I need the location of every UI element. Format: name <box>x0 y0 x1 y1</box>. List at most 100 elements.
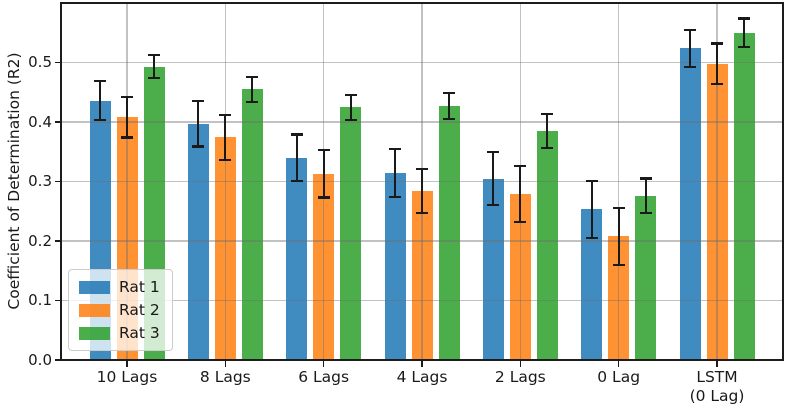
legend-item-rat3: Rat 3 <box>79 325 160 341</box>
error-bar <box>125 97 129 138</box>
x-tick-mark <box>716 361 718 367</box>
error-bar-cap <box>639 177 652 180</box>
y-tick-label: 0.0 <box>28 350 52 369</box>
error-bar <box>519 166 522 222</box>
y-axis-label: Coefficient of Determination (R2) <box>5 52 23 310</box>
error-bar-cap <box>94 119 106 122</box>
bar-rat1-2 <box>187 123 209 360</box>
x-tick-label-6: 0 Lag <box>597 368 641 386</box>
x-tick-label-7: LSTM (0 Lag) <box>689 368 745 405</box>
x-tick-mark <box>519 361 522 367</box>
bar-rat1-6 <box>581 209 603 360</box>
error-bar-cap <box>389 148 401 151</box>
y-tick-mark <box>55 359 61 361</box>
bar-rat2-5 <box>509 194 531 360</box>
error-bar-cap <box>487 151 500 154</box>
error-bar <box>197 101 200 147</box>
y-tick-label: 0.3 <box>28 172 52 190</box>
bar-rat1-7 <box>679 48 701 360</box>
error-bar-cap <box>219 159 232 162</box>
error-bar-cap <box>219 113 232 116</box>
bar-rat3-6 <box>635 195 657 360</box>
error-bars-layer <box>61 3 783 360</box>
legend: Rat 1 Rat 2 Rat 3 <box>68 269 173 351</box>
error-bar-cap <box>487 203 500 206</box>
error-bar-cap <box>121 95 133 99</box>
error-bar-cap <box>148 54 160 57</box>
gridline-horizontal <box>61 240 783 242</box>
error-bar-cap <box>290 179 303 183</box>
error-bar-cap <box>585 179 598 183</box>
legend-label: Rat 2 <box>119 301 160 319</box>
error-bar <box>224 114 227 161</box>
y-tick-label: 0.2 <box>28 231 52 250</box>
error-bar <box>447 92 451 120</box>
x-tick-label-4: 4 Lags <box>396 368 448 386</box>
error-bar-cap <box>94 79 106 83</box>
bar-rat3-7 <box>733 32 755 360</box>
error-bar-cap <box>317 148 330 152</box>
error-bar-cap <box>711 82 723 86</box>
y-tick-mark <box>55 180 61 183</box>
error-bar-cap <box>246 75 259 78</box>
bar-rat1-4 <box>384 173 406 360</box>
bar-rat2-3 <box>313 173 335 360</box>
error-bar <box>590 180 593 239</box>
error-bar-cap <box>541 113 554 116</box>
error-bar-cap <box>121 136 133 139</box>
error-bar-cap <box>738 45 750 49</box>
error-bar <box>420 169 424 214</box>
x-tick-mark <box>224 361 227 367</box>
error-bar-cap <box>344 118 357 121</box>
gridline-horizontal <box>61 61 783 64</box>
x-tick-label-3: 6 Lags <box>298 368 350 386</box>
y-tick-label: 0.5 <box>28 53 52 71</box>
error-bar <box>617 207 620 265</box>
x-tick-label-2: 8 Lags <box>199 368 251 386</box>
error-bar-cap <box>317 196 330 199</box>
error-bar-cap <box>192 145 205 148</box>
error-bar-cap <box>684 28 696 31</box>
gridline-vertical <box>617 3 620 360</box>
error-bar-cap <box>192 100 205 103</box>
error-bar <box>295 134 298 181</box>
bar-rat1-3 <box>286 157 308 360</box>
x-tick-mark <box>126 361 128 367</box>
error-bar-cap <box>612 263 625 266</box>
y-tick-mark <box>55 299 61 302</box>
error-bar-cap <box>389 195 401 199</box>
error-bar-cap <box>416 167 428 171</box>
legend-item-rat2: Rat 2 <box>79 302 160 318</box>
gridline-vertical <box>224 3 227 360</box>
error-bar <box>98 80 102 121</box>
gridline-horizontal <box>61 121 783 123</box>
bar-rat3-5 <box>536 130 558 360</box>
legend-label: Rat 3 <box>119 324 160 342</box>
legend-item-rat1: Rat 1 <box>79 279 160 295</box>
error-bar <box>715 43 719 84</box>
error-bar-cap <box>612 206 625 209</box>
bar-rat2-7 <box>706 63 728 360</box>
legend-swatch-rat1 <box>79 280 110 294</box>
y-tick-mark <box>55 121 61 123</box>
error-bar-cap <box>416 211 428 215</box>
y-tick-label: 0.4 <box>28 112 52 131</box>
y-tick-mark <box>55 61 61 64</box>
error-bar <box>546 114 549 148</box>
error-bar-cap <box>711 42 723 45</box>
error-bar <box>688 29 692 67</box>
error-bar-cap <box>290 133 303 136</box>
x-tick-label-1: 10 Lags <box>96 368 158 386</box>
bar-rat3-4 <box>438 105 460 360</box>
gridline-horizontal <box>61 299 783 302</box>
bar-rat2-4 <box>411 191 433 360</box>
error-bar-cap <box>738 17 750 20</box>
bar-rat3-3 <box>340 107 362 360</box>
error-bar <box>349 94 352 120</box>
error-bar-cap <box>684 65 696 68</box>
error-bar-cap <box>443 91 455 94</box>
legend-swatch-rat3 <box>79 326 110 340</box>
error-bar-cap <box>344 93 357 96</box>
error-bar <box>742 18 746 48</box>
error-bar <box>251 76 254 102</box>
